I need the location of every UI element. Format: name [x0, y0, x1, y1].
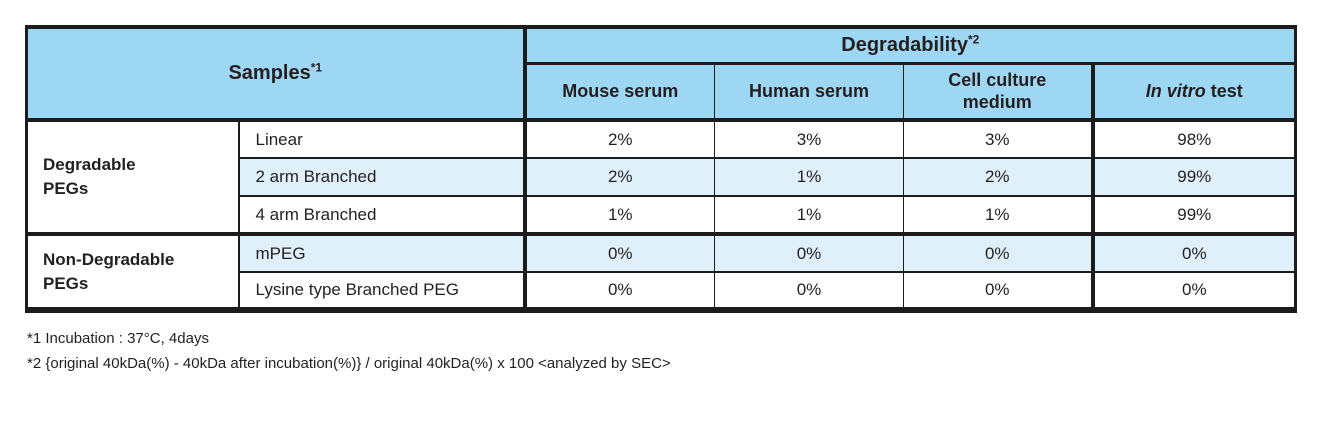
group-label-cell-degradable-pegs: Degradable PEGs	[26, 120, 240, 234]
column-header-label-rest: test	[1205, 81, 1243, 102]
footnote-2: *2 {original 40kDa(%) - 40kDa after incu…	[27, 355, 671, 372]
value-cell: 2%	[522, 120, 715, 158]
footnote-1: *1 Incubation : 37°C, 4days	[27, 330, 209, 347]
value-cell: 0%	[903, 232, 1093, 272]
peg-degradability-table: Samples*1 Degradability*2 Mouse serum Hu…	[25, 25, 1298, 313]
sample-type-cell: 2 arm Branched	[238, 157, 525, 196]
degradability-table-region: Samples*1 Degradability*2 Mouse serum Hu…	[25, 25, 1336, 376]
column-header-mouse-serum: Mouse serum	[524, 63, 715, 122]
value-cell: 0%	[714, 271, 904, 310]
column-header-human-serum: Human serum	[714, 63, 904, 122]
table-row-2-arm-branched: 2 arm Branched 2% 1% 2% 99%	[27, 157, 1296, 196]
group-label-line1: Non-Degradable	[43, 249, 175, 269]
table-row-lysine-type-branched-peg: Lysine type Branched PEG 0% 0% 0% 0%	[27, 271, 1296, 310]
column-header-label-line1: Cell culture	[948, 70, 1047, 91]
value-cell: 99%	[1090, 157, 1296, 196]
value-cell: 1%	[522, 195, 715, 234]
value-cell: 0%	[522, 232, 715, 272]
value-cell: 99%	[1090, 195, 1296, 234]
value-cell: 3%	[903, 120, 1093, 158]
sample-type-cell: Linear	[238, 120, 525, 158]
sample-type-cell: mPEG	[238, 232, 525, 272]
sample-type-cell: 4 arm Branched	[238, 195, 525, 234]
value-cell: 98%	[1090, 120, 1296, 158]
degradability-footnote-marker: *2	[967, 32, 980, 47]
value-cell: 0%	[1090, 271, 1296, 310]
value-cell: 0%	[903, 271, 1093, 310]
footnotes: *1 Incubation : 37°C, 4days *2 {original…	[27, 326, 1336, 376]
value-cell: 2%	[903, 157, 1093, 196]
header-row-top: Samples*1 Degradability*2	[26, 27, 1296, 122]
samples-footnote-marker: *1	[310, 60, 323, 75]
group-label-line2: PEGs	[43, 179, 89, 198]
value-cell: 3%	[714, 120, 904, 158]
sample-type-cell: Lysine type Branched PEG	[238, 271, 525, 310]
value-cell: 0%	[714, 232, 904, 272]
value-cell: 1%	[903, 195, 1093, 234]
column-header-label: Human serum	[748, 81, 870, 102]
value-cell: 0%	[522, 271, 715, 310]
value-cell: 1%	[714, 157, 904, 196]
value-cell: 2%	[522, 157, 715, 196]
samples-header-label: Samples	[228, 62, 311, 84]
column-header-label: Mouse serum	[562, 81, 679, 102]
value-cell: 1%	[714, 195, 904, 234]
group-label-cell-non-degradable-pegs: Non-Degradable PEGs	[26, 232, 240, 310]
column-header-in-vitro-test: In vitro test	[1090, 63, 1296, 122]
header-row-columns: Mouse serum Human serum Cell culture med…	[27, 63, 1296, 122]
column-header-cell-culture-medium: Cell culture medium	[903, 63, 1093, 122]
table-row-linear: Degradable PEGs Linear 2% 3% 3% 98%	[26, 120, 1296, 234]
degradability-header-cell: Degradability*2	[524, 27, 1296, 65]
degradability-header-label: Degradability	[841, 33, 968, 56]
value-cell: 0%	[1090, 232, 1296, 272]
samples-header-cell: Samples*1	[26, 27, 527, 122]
group-label-line1: Degradable	[43, 155, 136, 174]
table-row-mpeg: Non-Degradable PEGs mPEG 0% 0% 0% 0%	[26, 232, 1296, 310]
column-header-label-italic: In vitro	[1145, 81, 1206, 102]
table-row-4-arm-branched: 4 arm Branched 1% 1% 1% 99%	[27, 195, 1296, 234]
column-header-label-line2: medium	[962, 92, 1032, 113]
group-label-line2: PEGs	[43, 273, 89, 293]
